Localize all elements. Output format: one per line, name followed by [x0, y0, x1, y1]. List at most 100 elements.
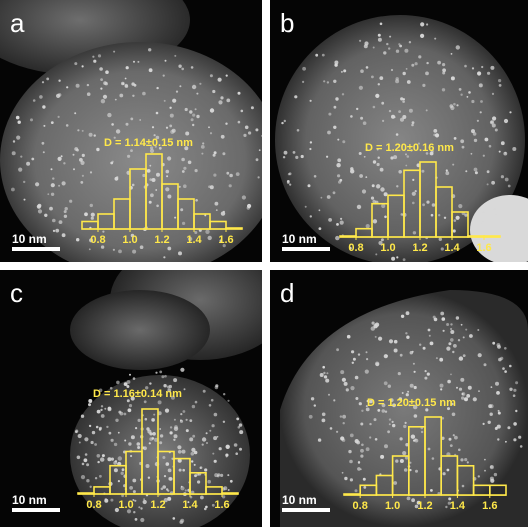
nanoparticle — [471, 153, 473, 155]
nanoparticle — [137, 61, 139, 63]
nanoparticle — [322, 413, 326, 417]
nanoparticle — [495, 129, 498, 132]
nanoparticle — [420, 22, 424, 26]
nanoparticle — [226, 99, 230, 103]
nanoparticle — [433, 129, 437, 133]
nanoparticle — [496, 391, 500, 395]
nanoparticle — [111, 123, 114, 126]
nanoparticle — [20, 156, 22, 158]
nanoparticle — [185, 108, 188, 111]
nanoparticle — [189, 110, 192, 113]
nanoparticle — [394, 349, 398, 353]
nanoparticle — [464, 397, 468, 401]
nanoparticle — [501, 141, 505, 145]
nanoparticle — [100, 78, 103, 81]
nanoparticle — [426, 109, 428, 111]
nanoparticle — [419, 344, 421, 346]
nanoparticle — [389, 36, 391, 38]
nanoparticle — [403, 258, 406, 261]
nanoparticle — [239, 430, 243, 434]
nanoparticle — [372, 322, 375, 325]
histogram-bar — [360, 485, 376, 495]
nanoparticle — [44, 214, 47, 217]
nanoparticle — [409, 109, 413, 113]
nanoparticle — [391, 257, 395, 261]
histogram-bar — [425, 417, 441, 495]
nanoparticle — [436, 357, 438, 359]
nanoparticle — [295, 156, 298, 159]
nanoparticle — [440, 388, 442, 390]
nanoparticle — [149, 382, 151, 384]
nanoparticle — [359, 86, 363, 90]
nanoparticle — [513, 438, 516, 441]
nanoparticle — [478, 353, 482, 357]
histogram-bar — [210, 222, 226, 230]
x-tick-label: 1.6 — [476, 242, 491, 254]
histogram-bar — [98, 214, 114, 229]
nanoparticle — [358, 353, 360, 355]
nanoparticle — [248, 131, 251, 134]
nanoparticle — [46, 78, 49, 81]
nanoparticle — [218, 78, 222, 82]
nanoparticle — [174, 55, 176, 57]
nanoparticle — [327, 195, 331, 199]
nanoparticle — [336, 348, 339, 351]
nanoparticle — [366, 358, 368, 360]
histogram-bar — [190, 473, 206, 494]
nanoparticle — [497, 343, 501, 347]
histogram-bar — [372, 204, 388, 237]
nanoparticle — [115, 99, 117, 101]
nanoparticle — [448, 342, 451, 345]
nanoparticle — [333, 126, 336, 129]
nanoparticle — [366, 66, 369, 69]
nanoparticle — [398, 110, 401, 113]
nanoparticle — [363, 121, 367, 125]
scale-bar: 10 nm — [282, 493, 330, 512]
diameter-label: D = 1.16±0.14 nm — [93, 388, 182, 400]
histogram-bar — [420, 162, 436, 237]
nanoparticle — [427, 373, 430, 376]
nanoparticle — [105, 82, 108, 85]
nanoparticle — [201, 145, 205, 149]
histogram-bar — [178, 199, 194, 229]
scale-bar-line — [12, 508, 60, 512]
nanoparticle — [411, 64, 414, 67]
nanoparticle — [340, 415, 342, 417]
nanoparticle — [342, 140, 345, 143]
nanoparticle — [116, 381, 120, 385]
nanoparticle — [340, 370, 344, 374]
panel-letter: d — [280, 280, 294, 306]
nanoparticle — [341, 71, 343, 73]
x-tick-label: 0.8 — [353, 500, 368, 512]
diameter-label: D = 1.14±0.15 nm — [104, 137, 193, 149]
nanoparticle — [375, 253, 377, 255]
histogram-bar — [146, 154, 162, 229]
nanoparticle — [172, 99, 176, 103]
scale-bar: 10 nm — [12, 232, 60, 251]
nanoparticle — [163, 75, 165, 77]
nanoparticle — [51, 183, 55, 187]
nanoparticle — [430, 342, 434, 346]
nanoparticle — [396, 133, 399, 136]
nanoparticle — [256, 158, 259, 161]
nanoparticle — [77, 129, 79, 131]
nanoparticle — [442, 68, 446, 72]
nanoparticle — [377, 409, 380, 412]
nanoparticle — [241, 110, 244, 113]
nanoparticle — [513, 422, 517, 426]
nanoparticle — [322, 366, 325, 369]
nanoparticle — [466, 394, 470, 398]
nanoparticle — [318, 438, 321, 441]
nanoparticle — [379, 76, 383, 80]
nanoparticle — [314, 175, 317, 178]
x-tick-label: 1.2 — [154, 234, 169, 246]
histogram-bar — [474, 485, 490, 495]
nanoparticle — [456, 104, 458, 106]
nanoparticle — [42, 142, 45, 145]
nanoparticle — [450, 330, 454, 334]
nanoparticle — [389, 339, 393, 343]
nanoparticle — [428, 329, 431, 332]
nanoparticle — [424, 377, 427, 380]
x-tick-label: 1.4 — [186, 234, 202, 246]
nanoparticle — [179, 85, 181, 87]
